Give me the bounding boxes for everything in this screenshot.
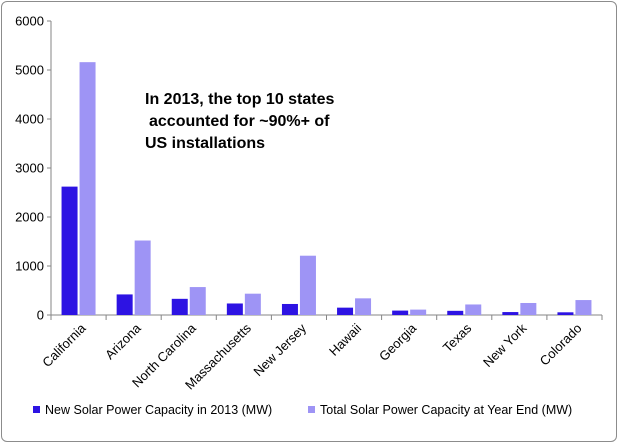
y-tick-label: 6000 bbox=[15, 14, 44, 29]
bar-total-arizona bbox=[134, 240, 151, 315]
bar-total-california bbox=[79, 62, 96, 315]
y-axis: 0 1000 2000 3000 4000 5000 6000 bbox=[15, 14, 52, 323]
bar-new-arizona bbox=[116, 294, 133, 315]
bar-new-colorado bbox=[557, 312, 574, 315]
x-tick-label: Colorado bbox=[537, 321, 585, 369]
bar-new-new-jersey bbox=[281, 303, 298, 315]
y-tick-label: 3000 bbox=[15, 161, 44, 176]
y-tick-label: 4000 bbox=[15, 112, 44, 127]
y-tick-label: 1000 bbox=[15, 259, 44, 274]
bar-total-texas bbox=[465, 304, 482, 315]
bar-new-california bbox=[61, 186, 78, 315]
legend-swatch-new bbox=[33, 406, 40, 413]
bar-new-hawaii bbox=[337, 307, 354, 315]
x-tick-label: Hawaii bbox=[326, 320, 364, 358]
bar-total-north-carolina bbox=[189, 287, 206, 315]
x-tick-label: California bbox=[39, 320, 89, 370]
bar-new-texas bbox=[447, 310, 464, 315]
x-tick-label: Arizona bbox=[102, 320, 144, 362]
y-tick-label: 0 bbox=[37, 308, 44, 323]
y-tick-label: 5000 bbox=[15, 63, 44, 78]
bars bbox=[61, 62, 592, 315]
legend-label-total: Total Solar Power Capacity at Year End (… bbox=[320, 403, 572, 417]
x-tick-label: Texas bbox=[440, 320, 475, 355]
bar-total-new-york bbox=[520, 302, 537, 315]
bar-total-massachusetts bbox=[244, 293, 261, 315]
y-tick-label: 2000 bbox=[15, 210, 44, 225]
x-tick-label: New York bbox=[480, 320, 530, 370]
bar-total-colorado bbox=[575, 300, 592, 315]
annotation-line-2: accounted for ~90%+ of bbox=[149, 113, 330, 130]
x-tick-label: Georgia bbox=[376, 320, 420, 364]
bar-total-new-jersey bbox=[299, 255, 316, 315]
bar-new-north-carolina bbox=[171, 298, 188, 315]
annotation-line-3: US installations bbox=[145, 135, 265, 152]
annotation-line-1: In 2013, the top 10 states bbox=[145, 91, 335, 108]
x-tick-label: New Jersey bbox=[250, 320, 309, 379]
legend: New Solar Power Capacity in 2013 (MW) To… bbox=[33, 403, 572, 417]
legend-swatch-total bbox=[308, 406, 315, 413]
legend-label-new: New Solar Power Capacity in 2013 (MW) bbox=[45, 403, 272, 417]
bar-new-georgia bbox=[392, 310, 409, 315]
bar-total-georgia bbox=[410, 309, 427, 315]
bar-new-new-york bbox=[502, 312, 519, 315]
bar-new-massachusetts bbox=[226, 303, 243, 315]
bar-total-hawaii bbox=[355, 298, 372, 315]
